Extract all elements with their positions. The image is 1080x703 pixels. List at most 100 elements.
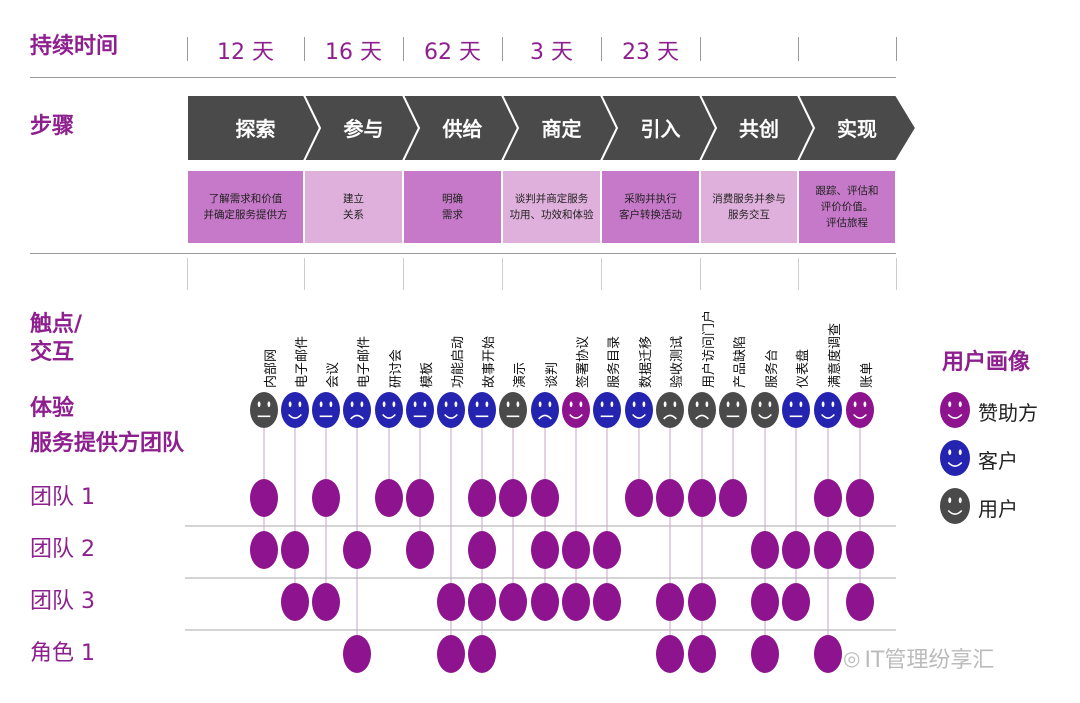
team-involvement-dot xyxy=(406,531,434,569)
team-involvement-dot xyxy=(688,635,716,673)
team-involvement-dot xyxy=(437,583,465,621)
step-label: 实现 xyxy=(837,117,877,141)
stage-tick xyxy=(798,258,799,290)
touchpoint-label: 用户访问门户 xyxy=(696,298,726,388)
step-description: 消费服务并参与 服务交互 xyxy=(701,171,797,243)
team-involvement-dot xyxy=(312,583,340,621)
team-involvement-dot xyxy=(343,531,371,569)
duration-value: 16 天 xyxy=(325,40,382,65)
step-label: 共创 xyxy=(739,117,779,141)
step-label: 引入 xyxy=(640,117,681,141)
touchpoint-label: 谈判 xyxy=(539,298,569,388)
team-involvement-dot xyxy=(593,531,621,569)
step-label: 探索 xyxy=(235,117,276,141)
team-involvement-dot xyxy=(531,531,559,569)
team-label: 团队 1 xyxy=(30,485,95,510)
step-description: 谈判并商定服务 功用、功效和体验 xyxy=(503,171,600,243)
experience-face-icon xyxy=(312,392,340,428)
touchpoint-label: 服务台 xyxy=(759,298,789,388)
step-description: 了解需求和价值 并确定服务提供方 xyxy=(188,171,303,243)
stage-tick xyxy=(403,258,404,290)
team-involvement-dot xyxy=(312,479,340,517)
duration-tick xyxy=(502,37,503,61)
touchpoints-row-label-2: 交互 xyxy=(30,340,75,365)
duration-divider xyxy=(30,77,896,78)
team-label: 团队 2 xyxy=(30,537,95,562)
duration-value: 3 天 xyxy=(530,40,573,65)
team-involvement-dot xyxy=(656,583,684,621)
team-involvement-dot xyxy=(499,583,527,621)
touchpoint-text: 用户访问门户 xyxy=(702,309,717,388)
team-row-label: 服务提供方团队 xyxy=(30,431,185,456)
team-matrix xyxy=(185,392,896,673)
legend-sponsor-icon xyxy=(940,392,970,428)
experience-face-icon xyxy=(437,392,465,428)
team-involvement-dot xyxy=(343,635,371,673)
experience-face-icon xyxy=(343,392,371,428)
touchpoint-label: 数据迁移 xyxy=(633,298,663,388)
team-label: 团队 3 xyxy=(30,589,95,614)
touchpoint-label: 仪表盘 xyxy=(790,298,820,388)
team-involvement-dot xyxy=(751,531,779,569)
experience-face-icon xyxy=(814,392,842,428)
team-involvement-dot xyxy=(846,583,874,621)
team-involvement-dot xyxy=(250,479,278,517)
duration-tick xyxy=(304,37,305,61)
team-involvement-dot xyxy=(250,531,278,569)
team-involvement-dot xyxy=(846,531,874,569)
touchpoint-label: 签署协议 xyxy=(570,298,600,388)
team-involvement-dot xyxy=(562,531,590,569)
legend-title: 用户画像 xyxy=(942,350,1031,375)
touchpoints-row-label-1: 触点/ xyxy=(30,312,83,337)
experience-face-icon xyxy=(593,392,621,428)
team-involvement-dot xyxy=(782,583,810,621)
touchpoint-label: 电子邮件 xyxy=(289,298,319,388)
duration-tick xyxy=(187,37,188,61)
touchpoint-label: 内部网 xyxy=(258,298,288,388)
team-involvement-dot xyxy=(437,635,465,673)
experience-face-icon xyxy=(719,392,747,428)
team-involvement-dot xyxy=(846,479,874,517)
team-label: 角色 1 xyxy=(30,641,95,666)
step-description: 建立 关系 xyxy=(305,171,402,243)
legend-label: 用户 xyxy=(978,497,1018,521)
experience-face-icon xyxy=(846,392,874,428)
stage-tick xyxy=(896,258,897,290)
touchpoint-label: 模板 xyxy=(414,298,444,388)
duration-value: 12 天 xyxy=(217,40,274,65)
legend-label: 客户 xyxy=(978,449,1018,473)
steps-chevrons xyxy=(186,94,918,162)
team-involvement-dot xyxy=(688,479,716,517)
experience-face-icon xyxy=(751,392,779,428)
duration-row-label: 持续时间 xyxy=(30,34,119,59)
experience-face-icon xyxy=(782,392,810,428)
team-involvement-dot xyxy=(468,479,496,517)
team-involvement-dot xyxy=(751,583,779,621)
team-involvement-dot xyxy=(814,635,842,673)
team-involvement-dot xyxy=(531,583,559,621)
experience-face-icon xyxy=(406,392,434,428)
stage-tick xyxy=(304,258,305,290)
step-label: 参与 xyxy=(343,117,384,141)
team-involvement-dot xyxy=(406,479,434,517)
team-involvement-dot xyxy=(814,479,842,517)
stage-tick xyxy=(601,258,602,290)
experience-face-icon xyxy=(656,392,684,428)
team-involvement-dot xyxy=(468,583,496,621)
stage-tick xyxy=(700,258,701,290)
touchpoint-label: 演示 xyxy=(507,298,537,388)
duration-tick xyxy=(798,37,799,61)
step-chevron xyxy=(796,94,918,162)
legend-label: 赞助方 xyxy=(978,401,1038,425)
duration-tick xyxy=(896,37,897,61)
experience-face-icon xyxy=(625,392,653,428)
experience-face-icon xyxy=(468,392,496,428)
team-involvement-dot xyxy=(751,635,779,673)
step-label: 供给 xyxy=(442,117,483,141)
touchpoint-label: 电子邮件 xyxy=(351,298,381,388)
wechat-icon: ◎ xyxy=(843,646,861,670)
touchpoint-label: 功能启动 xyxy=(445,298,475,388)
touchpoint-label: 故事开始 xyxy=(476,298,506,388)
step-description: 跟踪、评估和 评价价值。 评估旅程 xyxy=(799,171,895,243)
legend-user-icon xyxy=(940,488,970,524)
